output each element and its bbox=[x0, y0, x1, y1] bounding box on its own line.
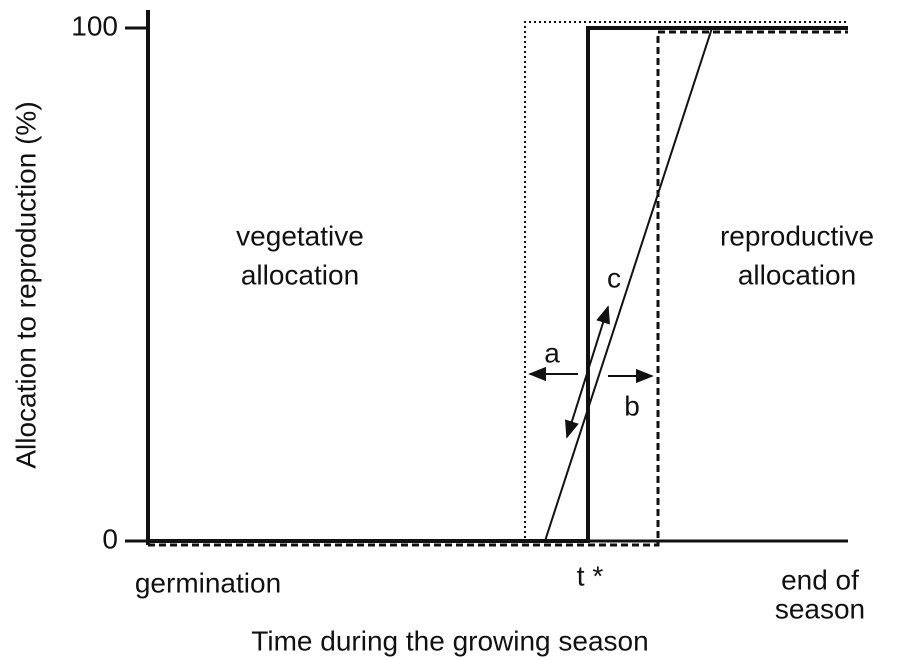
arrow-label: c bbox=[607, 262, 621, 293]
x-label: germination bbox=[135, 567, 281, 598]
region-label: allocation bbox=[738, 259, 856, 290]
x-label: t * bbox=[577, 560, 604, 591]
region-label: allocation bbox=[241, 259, 359, 290]
x-label: end of bbox=[781, 564, 859, 595]
x-axis-title: Time during the growing season bbox=[251, 625, 648, 656]
region-label: vegetative bbox=[236, 220, 364, 251]
late-switch-line bbox=[148, 30, 848, 547]
early-switch-line bbox=[148, 21, 848, 542]
arrow-label: a bbox=[544, 337, 560, 368]
arrow-c bbox=[565, 305, 610, 439]
y-tick-label: 0 bbox=[102, 523, 118, 554]
x-label: season bbox=[775, 593, 865, 624]
arrow-label: b bbox=[624, 390, 640, 421]
y-axis-title: Allocation to reproduction (%) bbox=[10, 101, 41, 468]
y-tick-label: 100 bbox=[71, 10, 118, 41]
region-label: reproductive bbox=[720, 220, 874, 251]
